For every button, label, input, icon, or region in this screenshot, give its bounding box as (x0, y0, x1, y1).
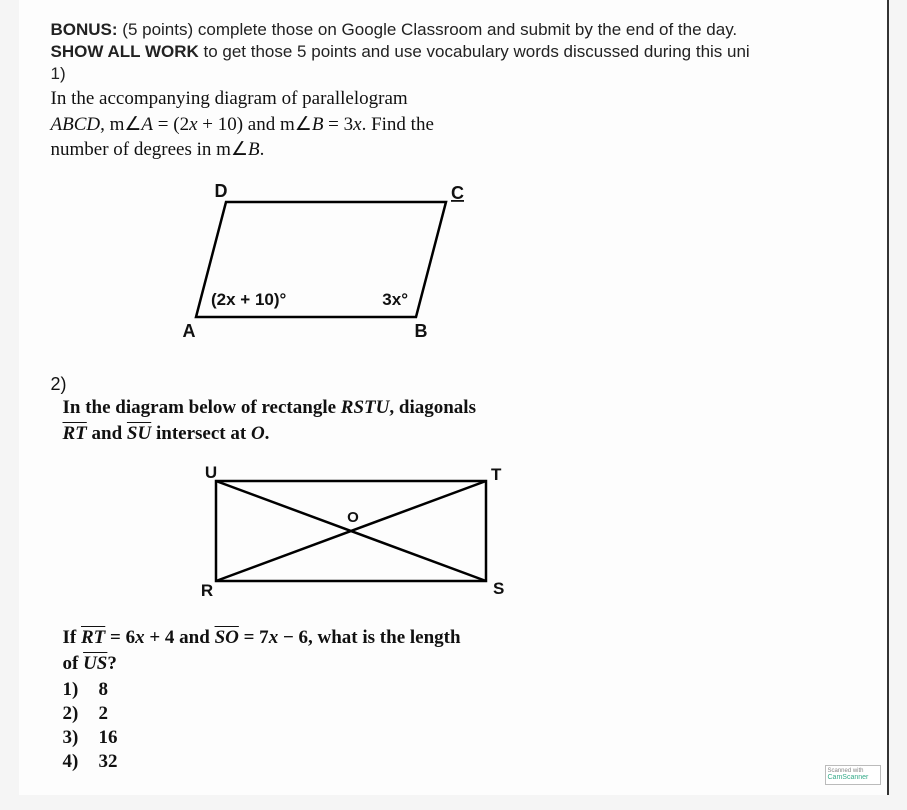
label-T: T (491, 465, 502, 484)
scanner-watermark: Scanned with CamScanner (825, 765, 881, 785)
label-D: D (214, 181, 227, 201)
label-O: O (347, 509, 359, 526)
option-2: 2)2 (63, 702, 863, 726)
label-S: S (493, 579, 504, 598)
bonus-label: BONUS: (51, 20, 118, 39)
label-A: A (182, 321, 195, 341)
answer-options: 1)8 2)2 3)16 4)32 (63, 678, 863, 773)
q1-abcd: ABCD (51, 114, 101, 135)
option-3: 3)16 (63, 726, 863, 750)
question-2-number: 2) (51, 374, 863, 395)
instructions-text-2: to get those 5 points and use vocabulary… (199, 42, 750, 61)
question-1-number: 1) (51, 64, 863, 84)
show-work-label: SHOW ALL WORK (51, 42, 199, 61)
instructions-text-1: (5 points) complete those on Google Clas… (118, 20, 738, 39)
q1-line1: In the accompanying diagram of parallelo… (51, 88, 408, 109)
question-2-text: In the diagram below of rectangle RSTU, … (63, 395, 863, 446)
worksheet-page: BONUS: (5 points) complete those on Goog… (19, 0, 889, 795)
instructions-line-2: SHOW ALL WORK to get those 5 points and … (51, 42, 863, 62)
rectangle-diagram: U T R S O (51, 456, 863, 611)
option-1: 1)8 (63, 678, 863, 702)
question-2: 2) In the diagram below of rectangle RST… (51, 374, 863, 774)
instructions-line-1: BONUS: (5 points) complete those on Goog… (51, 20, 863, 40)
option-4: 4)32 (63, 750, 863, 774)
angle-B-label: 3x° (382, 290, 408, 309)
label-C: C (451, 183, 464, 203)
watermark-line2: CamScanner (828, 774, 878, 781)
parallelogram-diagram: D C A B (2x + 10)° 3x° (51, 177, 863, 362)
label-U: U (204, 463, 216, 482)
question-2-followup: If RT = 6x + 4 and SO = 7x − 6, what is … (63, 625, 863, 676)
label-R: R (200, 581, 212, 600)
angle-A-label: (2x + 10)° (211, 290, 287, 309)
question-1-text: In the accompanying diagram of parallelo… (51, 86, 863, 163)
label-B: B (414, 321, 427, 341)
